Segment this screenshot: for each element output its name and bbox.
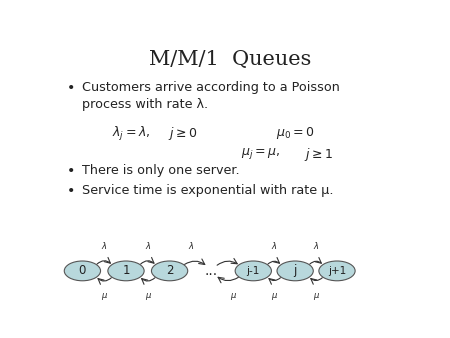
Text: $j \geq 1$: $j \geq 1$ bbox=[304, 146, 333, 163]
Text: 1: 1 bbox=[122, 264, 130, 277]
Text: $\mu_0 = 0$: $\mu_0 = 0$ bbox=[276, 125, 315, 141]
Text: M/M/1  Queues: M/M/1 Queues bbox=[149, 50, 312, 69]
Text: μ: μ bbox=[102, 291, 107, 300]
Text: •: • bbox=[67, 184, 75, 198]
Text: •: • bbox=[67, 81, 75, 95]
Ellipse shape bbox=[277, 261, 313, 281]
Text: λ: λ bbox=[314, 242, 319, 251]
Text: μ: μ bbox=[145, 291, 150, 300]
Text: $\mu_j = \mu,$: $\mu_j = \mu,$ bbox=[241, 146, 280, 161]
Ellipse shape bbox=[235, 261, 271, 281]
Ellipse shape bbox=[64, 261, 100, 281]
Text: λ: λ bbox=[272, 242, 277, 251]
Text: μ: μ bbox=[313, 291, 319, 300]
Text: Customers arrive according to a Poisson
process with rate λ.: Customers arrive according to a Poisson … bbox=[82, 81, 340, 112]
Text: $\lambda_j = \lambda,$: $\lambda_j = \lambda,$ bbox=[112, 125, 150, 143]
Ellipse shape bbox=[152, 261, 188, 281]
Text: μ: μ bbox=[271, 291, 277, 300]
Text: $j \geq 0$: $j \geq 0$ bbox=[168, 125, 197, 142]
Text: j: j bbox=[293, 264, 297, 277]
Text: j-1: j-1 bbox=[247, 266, 260, 276]
Text: λ: λ bbox=[188, 242, 193, 251]
Text: •: • bbox=[67, 164, 75, 178]
Text: λ: λ bbox=[102, 242, 107, 251]
Text: ...: ... bbox=[205, 264, 218, 278]
Text: 2: 2 bbox=[166, 264, 173, 277]
Text: λ: λ bbox=[145, 242, 150, 251]
Text: j+1: j+1 bbox=[328, 266, 346, 276]
Text: 0: 0 bbox=[79, 264, 86, 277]
Ellipse shape bbox=[108, 261, 144, 281]
Text: Service time is exponential with rate μ.: Service time is exponential with rate μ. bbox=[82, 184, 334, 197]
Ellipse shape bbox=[319, 261, 355, 281]
Text: μ: μ bbox=[230, 291, 235, 300]
Text: There is only one server.: There is only one server. bbox=[82, 164, 240, 177]
